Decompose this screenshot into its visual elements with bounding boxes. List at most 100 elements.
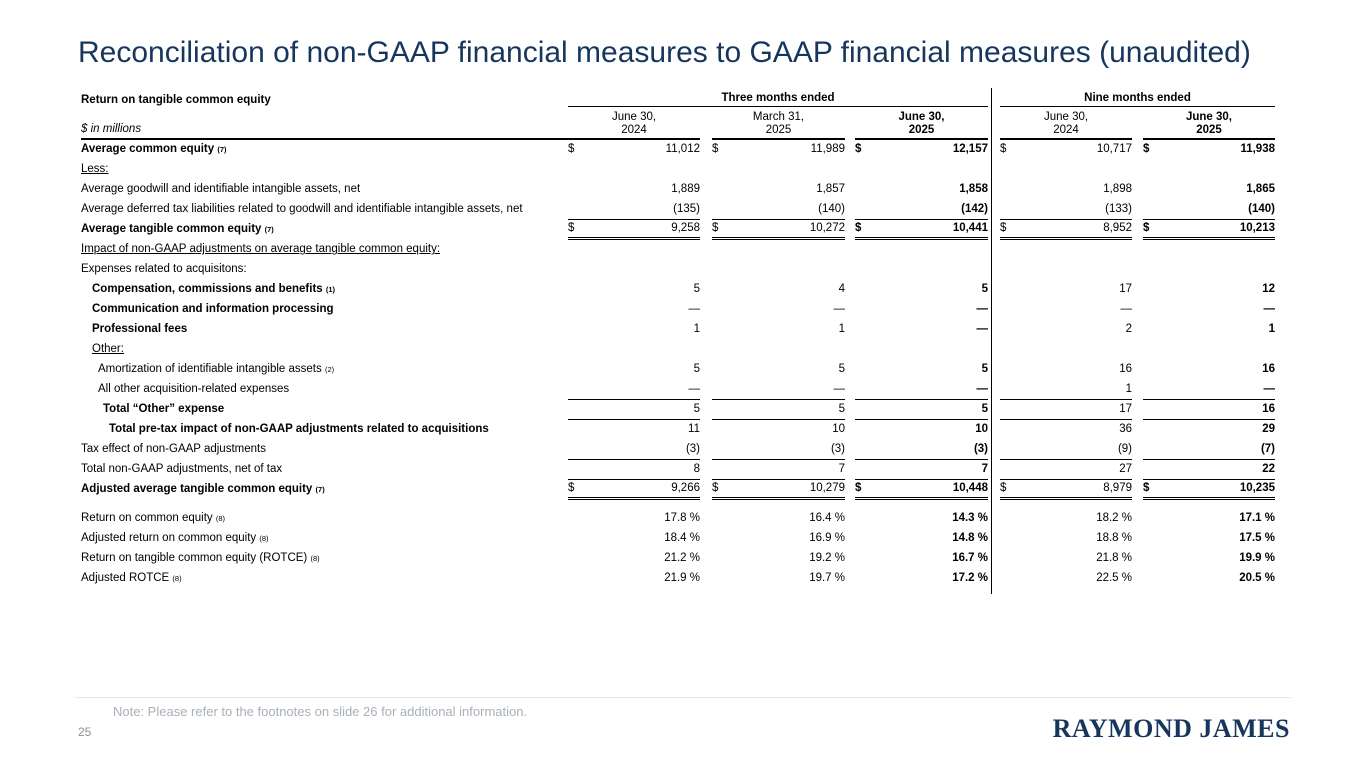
value-cell (1000, 260, 1132, 280)
value-cell: 17.8 % (664, 512, 700, 525)
value-cell: 18.4 % (664, 532, 700, 545)
value-cell (855, 160, 988, 180)
row-label: Return on common equity (8) (81, 512, 226, 525)
value-cell: 16 (1262, 363, 1275, 376)
table-section-label: Return on tangible common equity (81, 93, 271, 106)
value-cell: 17.2 % (952, 572, 988, 585)
value-cell: 16.7 % (952, 552, 988, 565)
value-cell: 18.2 % (1096, 512, 1132, 525)
value-cell (1143, 260, 1275, 280)
value-cell: 5 (838, 363, 845, 376)
table-row: Total non-GAAP adjustments, net of tax 8 7… (81, 460, 1275, 480)
page-number: 25 (78, 725, 92, 739)
value-cell: 12 (1262, 283, 1275, 296)
table-row: Adjusted average tangible common equity … (81, 480, 1275, 500)
dollar-sign: $ (855, 481, 862, 494)
value-cell: — (1120, 303, 1133, 316)
value-cell (712, 340, 845, 360)
row-label: Total non-GAAP adjustments, net of tax (81, 463, 283, 476)
table-row: Communication and information processing… (81, 300, 1275, 320)
table-header-columns: $ in millions June 30, 2024 March 31, 2025 Ju… (81, 107, 1275, 140)
value-cell: $10,717 (1000, 143, 1132, 156)
value-cell: 5 (712, 400, 845, 420)
row-label: Compensation, commissions and benefits (… (92, 283, 336, 296)
value-cell: 19.9 % (1239, 552, 1275, 565)
table-row: Other: (81, 340, 1275, 360)
footnote-reference: Note: Please refer to the footnotes on s… (113, 704, 528, 719)
value-cell: 16 (1143, 400, 1275, 420)
value-cell: 19.2 % (809, 552, 845, 565)
table-row: All other acquisition-related expenses — —… (81, 380, 1275, 400)
column-header: June 30, 2025 (855, 109, 988, 140)
value-cell: (9) (1000, 440, 1132, 460)
row-label: Amortization of identifiable intangible … (98, 363, 335, 376)
column-header: June 30, 2025 (1143, 109, 1275, 140)
table-row: Adjusted return on common equity (8) 18.4… (81, 529, 1275, 549)
value-cell: (142) (855, 200, 988, 220)
table-row: Impact of non-GAAP adjustments on averag… (81, 240, 1275, 260)
value-cell: 10 (975, 423, 988, 436)
value-cell: 1,889 (671, 183, 700, 196)
value-cell: 21.9 % (664, 572, 700, 585)
value-cell: 27 (1000, 460, 1132, 480)
value-cell (1000, 340, 1132, 360)
value-cell: 1 (838, 323, 845, 336)
table-row: Less: (81, 160, 1275, 180)
value-cell: 5 (981, 363, 988, 376)
row-label: Adjusted ROTCE (8) (81, 572, 182, 585)
value-cell: 8 (568, 460, 700, 480)
dollar-sign: $ (712, 221, 719, 234)
raymond-james-logo: RAYMOND JAMES (1052, 714, 1290, 743)
value-cell: $11,938 (1143, 143, 1275, 156)
value-cell (568, 260, 700, 280)
table-row: Return on tangible common equity (ROTCE)… (81, 549, 1275, 569)
value-cell: 10 (832, 423, 845, 436)
value-cell: 14.8 % (952, 532, 988, 545)
value-cell: 2 (1125, 323, 1132, 336)
value-cell: (3) (568, 440, 700, 460)
reconciliation-table: Return on tangible common equity Three mo… (81, 90, 1275, 589)
row-label: Other: (92, 343, 124, 356)
value-cell (855, 340, 988, 360)
value-cell: 14.3 % (952, 512, 988, 525)
value-cell: (133) (1000, 200, 1132, 220)
value-cell: — (976, 323, 989, 336)
table-row: Adjusted ROTCE (8) 21.9 % 19.7 % 17.2 % 22.5… (81, 569, 1275, 589)
value-cell (1000, 240, 1132, 260)
row-label: Adjusted average tangible common equity … (81, 483, 325, 496)
value-cell: 36 (1119, 423, 1132, 436)
table-row: Average deferred tax liabilities related… (81, 200, 1275, 220)
column-header: March 31, 2025 (712, 109, 845, 140)
value-cell: $10,279 (712, 480, 845, 500)
dollar-sign: $ (1143, 221, 1150, 234)
table-row: Average tangible common equity (7) $9,258… (81, 220, 1275, 240)
row-label: Average deferred tax liabilities related… (81, 203, 523, 216)
value-cell (855, 260, 988, 280)
value-cell: 22 (1143, 460, 1275, 480)
row-label: Average common equity (7) (81, 143, 227, 156)
value-cell: 5 (693, 283, 700, 296)
value-cell: 18.8 % (1096, 532, 1132, 545)
value-cell: $9,266 (568, 480, 700, 500)
value-cell: $10,441 (855, 220, 988, 240)
value-cell: 20.5 % (1239, 572, 1275, 585)
value-cell (1143, 240, 1275, 260)
row-label: Impact of non-GAAP adjustments on averag… (81, 243, 441, 256)
value-cell: (3) (712, 440, 845, 460)
value-cell: $11,989 (712, 143, 845, 156)
value-cell: 22.5 % (1096, 572, 1132, 585)
value-cell: — (1143, 380, 1275, 400)
value-cell: $8,952 (1000, 220, 1132, 240)
unit-label: $ in millions (81, 123, 568, 140)
value-cell (1000, 160, 1132, 180)
value-cell (712, 240, 845, 260)
table-row: Compensation, commissions and benefits (… (81, 280, 1275, 300)
value-cell: 5 (693, 363, 700, 376)
table-row: Return on common equity (8) 17.8 % 16.4 % 1… (81, 509, 1275, 529)
value-cell: 5 (855, 400, 988, 420)
value-cell: — (855, 380, 988, 400)
value-cell: 1 (1000, 380, 1132, 400)
value-cell (568, 340, 700, 360)
dollar-sign: $ (568, 143, 575, 156)
value-cell: $9,258 (568, 220, 700, 240)
